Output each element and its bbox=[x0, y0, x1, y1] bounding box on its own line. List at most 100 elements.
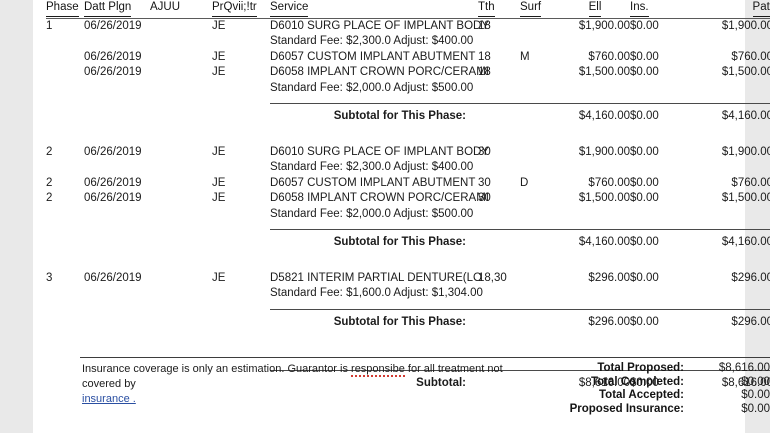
cell-tooth: 18 bbox=[478, 50, 491, 63]
table-row-note: Standard Fee: $2,000.0 Adjust: $500.00 bbox=[46, 81, 770, 97]
phase-spacer bbox=[46, 251, 770, 271]
cell-provider: JE bbox=[212, 19, 226, 32]
table-row[interactable]: 2 06/26/2019 JE D6010 SURG PLACE OF IMPLANT… bbox=[46, 145, 770, 161]
disclaimer-misspelled-word: responsibe bbox=[351, 363, 405, 377]
totals-label: Total Completed: bbox=[590, 375, 684, 388]
cell-ajuu bbox=[150, 50, 212, 66]
cell-phase: 2 bbox=[46, 192, 53, 204]
cell-ajuu bbox=[150, 145, 212, 161]
document-page: Phase Datt Plgn AJUU PrQvii;!tr Service … bbox=[33, 0, 770, 433]
cell-tooth: 30 bbox=[478, 176, 491, 189]
cell-phase: 3 bbox=[46, 271, 53, 284]
cell-service: D6010 SURG PLACE OF IMPLANT BODY bbox=[270, 145, 489, 158]
cell-ajuu bbox=[150, 176, 212, 192]
cell-tooth: 18 bbox=[478, 19, 491, 32]
cell-provider: JE bbox=[212, 176, 226, 189]
cell-standard-fee-note: Standard Fee: $2,300.0 Adjust: $400.00 bbox=[270, 161, 474, 173]
insurance-link[interactable]: insurance . bbox=[82, 393, 136, 405]
cell-insurance: $0.00 bbox=[630, 271, 659, 284]
treatment-plan-document: Phase Datt Plgn AJUU PrQvii;!tr Service … bbox=[33, 0, 770, 415]
cell-fee: $1,900.00 bbox=[578, 19, 630, 32]
cell-fee: $296.00 bbox=[588, 271, 630, 284]
table-row[interactable]: 3 06/26/2019 JE D5821 INTERIM PARTIAL DENTU… bbox=[46, 271, 770, 287]
table-row-note: Standard Fee: $2,300.0 Adjust: $400.00 bbox=[46, 160, 770, 176]
cell-patient: $1,500.00 bbox=[721, 192, 770, 204]
column-header-tooth: Tth bbox=[478, 0, 520, 17]
totals-value: $8,616.00 bbox=[718, 362, 770, 374]
table-row[interactable]: 2 06/26/2019 JE D6058 IMPLANT CROWN PORC/CE… bbox=[46, 191, 770, 207]
column-header-provider: PrQvii;!tr bbox=[212, 0, 270, 17]
table-row[interactable]: 06/26/2019 JE D6058 IMPLANT CROWN PORC/CER… bbox=[46, 65, 770, 81]
grand-subtotal-row: Subtotal: $8,616.00 $0.00 $8,616.00 bbox=[46, 375, 770, 392]
cell-surface bbox=[520, 191, 560, 207]
cell-provider: JE bbox=[212, 66, 226, 78]
phase-spacer bbox=[46, 125, 770, 145]
disclaimer-text: Insurance coverage is only an estimation… bbox=[82, 362, 532, 407]
cell-tooth: 18 bbox=[478, 66, 491, 78]
cell-patient: $1,900.00 bbox=[721, 145, 770, 158]
subtotal-rule bbox=[46, 103, 770, 108]
cell-surface: D bbox=[520, 176, 529, 189]
subtotal-insurance: $0.00 bbox=[630, 110, 659, 122]
disclaimer-part1: Insurance coverage is only an estimation… bbox=[82, 363, 352, 375]
cell-surface bbox=[520, 271, 560, 287]
subtotal-patient: $296.00 bbox=[731, 315, 770, 328]
cell-service: D6010 SURG PLACE OF IMPLANT BODY bbox=[270, 19, 489, 32]
cell-insurance: $0.00 bbox=[630, 145, 659, 158]
column-header-fee: Ell bbox=[560, 0, 630, 17]
cell-phase bbox=[46, 50, 84, 66]
totals-label: Total Accepted: bbox=[599, 389, 684, 401]
cell-patient: $296.00 bbox=[731, 271, 770, 284]
subtotal-label: Subtotal for This Phase: bbox=[333, 110, 466, 122]
cell-insurance: $0.00 bbox=[630, 192, 659, 204]
cell-phase: 2 bbox=[46, 176, 53, 189]
table-row-note: Standard Fee: $2,300.0 Adjust: $400.00 bbox=[46, 34, 770, 50]
subtotal-rule bbox=[46, 308, 770, 314]
cell-service: D5821 INTERIM PARTIAL DENTURE(LO bbox=[270, 271, 482, 284]
cell-surface bbox=[520, 145, 560, 161]
totals-value: $0.00 bbox=[741, 375, 770, 388]
subtotal-patient: $4,160.00 bbox=[721, 110, 770, 122]
column-header-phase: Phase bbox=[46, 0, 84, 17]
cell-fee: $1,500.00 bbox=[578, 192, 630, 204]
cell-service: D6057 CUSTOM IMPLANT ABUTMENT bbox=[270, 176, 476, 189]
totals-row: Total Completed: $0.00 bbox=[558, 376, 770, 390]
cell-insurance: $0.00 bbox=[630, 66, 659, 78]
cell-date: 06/26/2019 bbox=[84, 19, 142, 32]
cell-standard-fee-note: Standard Fee: $1,600.0 Adjust: $1,304.00 bbox=[270, 287, 483, 299]
row-spacer bbox=[46, 96, 770, 104]
cell-fee: $760.00 bbox=[588, 176, 630, 189]
grand-subtotal-label: Subtotal: bbox=[416, 377, 466, 389]
cell-date: 06/26/2019 bbox=[84, 66, 142, 78]
subtotal-row: Subtotal for This Phase: $4,160.00 $0.00 $4… bbox=[46, 108, 770, 125]
totals-value: $0.00 bbox=[741, 389, 770, 401]
cell-phase: 2 bbox=[46, 145, 53, 158]
table-row[interactable]: 1 06/26/2019 JE D6010 SURG PLACE OF IMPLANT… bbox=[46, 18, 770, 34]
totals-label: Proposed Insurance: bbox=[569, 402, 684, 415]
cell-date: 06/26/2019 bbox=[84, 192, 142, 204]
cell-ajuu bbox=[150, 65, 212, 81]
page-right-margin bbox=[745, 0, 770, 433]
treatment-plan-table: Phase Datt Plgn AJUU PrQvii;!tr Service … bbox=[46, 0, 770, 392]
cell-phase bbox=[46, 65, 84, 81]
cell-provider: JE bbox=[212, 271, 226, 284]
totals-row: Proposed Insurance: $0.00 bbox=[558, 403, 770, 417]
cell-provider: JE bbox=[212, 192, 226, 204]
totals-table: Total Proposed: $8,616.00 Total Completed:… bbox=[558, 362, 770, 416]
cell-ajuu bbox=[150, 18, 212, 34]
table-row-note: Standard Fee: $1,600.0 Adjust: $1,304.00 bbox=[46, 286, 770, 302]
table-header: Phase Datt Plgn AJUU PrQvii;!tr Service … bbox=[46, 0, 770, 19]
table-row[interactable]: 2 06/26/2019 JE D6057 CUSTOM IMPLANT ABUTME… bbox=[46, 176, 770, 192]
cell-date: 06/26/2019 bbox=[84, 176, 142, 189]
row-spacer bbox=[46, 222, 770, 230]
totals-summary: Total Proposed: $8,616.00 Total Completed:… bbox=[558, 362, 770, 416]
cell-standard-fee-note: Standard Fee: $2,000.0 Adjust: $500.00 bbox=[270, 81, 474, 94]
cell-tooth: 18,30 bbox=[478, 271, 507, 284]
table-row[interactable]: 06/26/2019 JE D6057 CUSTOM IMPLANT ABUTMEN… bbox=[46, 50, 770, 66]
totals-value: $0.00 bbox=[741, 402, 770, 415]
phase-spacer bbox=[46, 330, 770, 350]
column-header-date: Datt Plgn bbox=[84, 0, 150, 17]
cell-standard-fee-note: Standard Fee: $2,300.0 Adjust: $400.00 bbox=[270, 35, 474, 47]
cell-patient: $760.00 bbox=[731, 50, 770, 63]
totals-row: Total Accepted: $0.00 bbox=[558, 389, 770, 403]
